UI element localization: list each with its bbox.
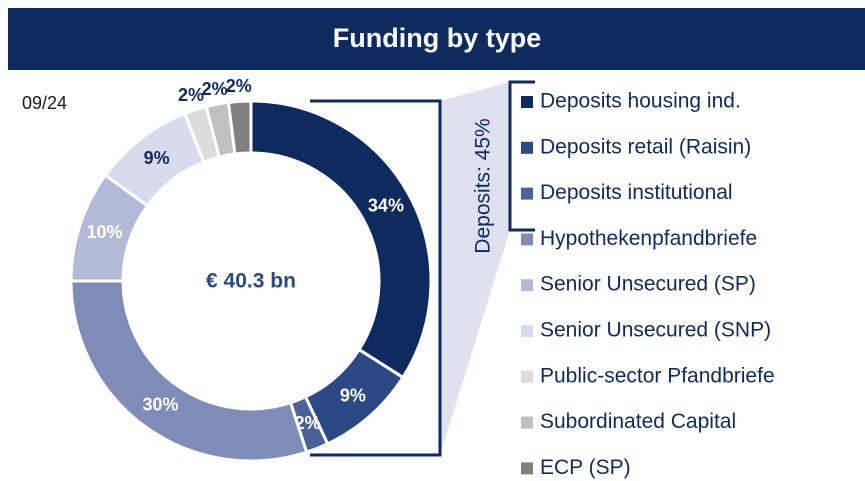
title-bar <box>8 8 865 70</box>
legend-swatch <box>521 370 533 383</box>
legend-label: Subordinated Capital <box>540 410 736 433</box>
data-label: 10% <box>87 222 123 242</box>
connector-wedge <box>440 82 510 455</box>
data-label: 2% <box>295 413 321 433</box>
legend-swatch <box>521 187 533 200</box>
data-label: 2% <box>202 79 228 99</box>
data-label: 34% <box>368 196 404 216</box>
data-label: 2% <box>226 76 252 96</box>
center-label: € 40.3 bn <box>206 270 296 293</box>
legend-label: Hypothekenpfandbriefe <box>540 227 757 250</box>
legend-label: Public-sector Pfandbriefe <box>540 364 775 387</box>
legend-swatch <box>521 141 533 154</box>
legend-swatch <box>521 96 533 108</box>
legend-swatch <box>521 233 533 246</box>
legend-label: Deposits institutional <box>540 181 733 204</box>
annotation: Deposits: 45% <box>472 118 495 253</box>
legend-label: Deposits housing ind. <box>540 90 741 113</box>
legend-label: ECP (SP) <box>540 456 631 479</box>
legend-swatch <box>521 416 533 429</box>
donut-segment <box>69 279 309 463</box>
data-label: 9% <box>144 148 170 168</box>
legend-label: Senior Unsecured (SNP) <box>540 319 771 342</box>
legend-swatch <box>521 462 533 475</box>
legend-bracket <box>508 80 535 232</box>
legend-swatch <box>521 325 533 337</box>
data-label: 9% <box>340 385 366 405</box>
deposits-bracket <box>310 99 442 457</box>
legend-label: Deposits retail (Raisin) <box>540 135 751 158</box>
data-label: 30% <box>142 394 178 414</box>
chart-title: Funding by type <box>333 23 542 53</box>
date-label: 09/24 <box>22 93 67 113</box>
donut-segment <box>226 99 253 156</box>
data-label: 2% <box>178 85 204 105</box>
donut-segment <box>249 99 433 380</box>
legend-label: Senior Unsecured (SP) <box>540 273 756 296</box>
legend-swatch <box>521 279 533 292</box>
